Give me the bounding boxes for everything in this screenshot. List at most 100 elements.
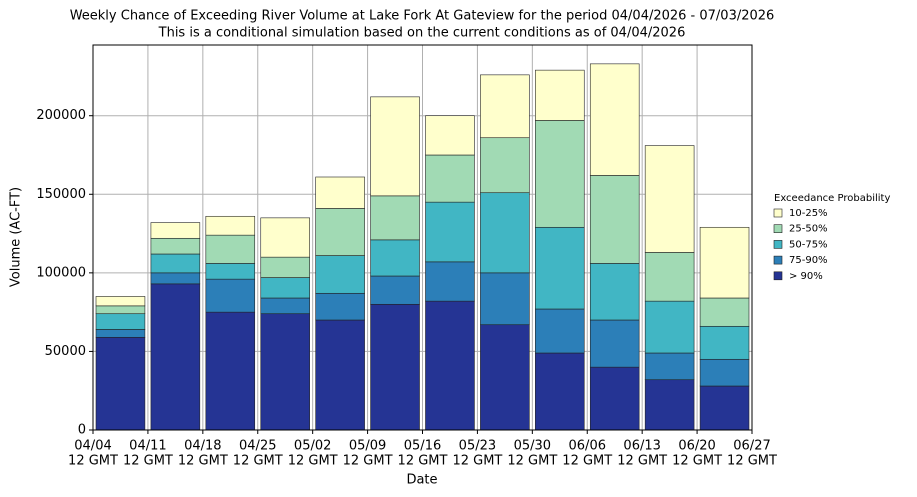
bar-segment: [205, 215, 256, 236]
x-tick-label: 05/30: [514, 439, 551, 454]
bar-segment: [699, 325, 750, 360]
x-tick-label: 12 GMT: [178, 454, 228, 469]
bar-segment: [699, 385, 750, 431]
bar-segment: [699, 226, 750, 299]
bar-segment: [150, 237, 201, 255]
x-tick-label: 12 GMT: [68, 454, 118, 469]
bar-segment: [699, 297, 750, 327]
x-tick-label: 12 GMT: [343, 454, 393, 469]
bar-segment: [95, 329, 146, 338]
bar-segment: [644, 379, 695, 431]
bar-segment: [535, 226, 585, 310]
y-tick-label: 50000: [45, 344, 86, 359]
x-tick-label: 12 GMT: [123, 454, 173, 469]
bar-segment: [95, 305, 146, 315]
bar-segment: [370, 275, 420, 305]
bar-segment: [589, 63, 640, 176]
x-tick-label: 05/23: [459, 439, 496, 454]
x-tick-label: 04/11: [129, 439, 166, 454]
bar-segment: [480, 272, 530, 326]
bar-segment: [425, 154, 475, 203]
bar-segment: [205, 311, 256, 431]
x-tick-label: 12 GMT: [288, 454, 338, 469]
y-tick-label: 100000: [36, 265, 86, 280]
bar-segment: [644, 300, 695, 354]
legend-label: 25-50%: [789, 224, 828, 235]
x-tick-label: 06/13: [623, 439, 660, 454]
legend-swatch: [773, 208, 783, 218]
bar-segment: [315, 292, 365, 321]
legend-swatch: [773, 271, 783, 281]
bar-segment: [260, 256, 310, 278]
plot-frame: [92, 44, 753, 431]
bar-segment: [425, 261, 475, 302]
y-tick-label: 150000: [36, 187, 86, 202]
x-tick-label: 06/06: [569, 439, 606, 454]
bar-segment: [370, 195, 420, 241]
legend-label: 50-75%: [789, 239, 828, 250]
bar-segment: [150, 253, 201, 274]
bar-segment: [425, 115, 475, 156]
x-tick-label: 12 GMT: [398, 454, 448, 469]
x-tick-label: 05/09: [349, 439, 386, 454]
bar-segment: [95, 336, 146, 431]
bar-segment: [699, 358, 750, 387]
bar-segment: [589, 319, 640, 368]
bar-segment: [260, 297, 310, 315]
bar-segment: [480, 192, 530, 274]
bar-segment: [644, 352, 695, 381]
bar-segment: [589, 263, 640, 321]
bar-segment: [535, 69, 585, 121]
bar-segment: [150, 222, 201, 239]
bar-segment: [315, 319, 365, 431]
bar-segment: [480, 137, 530, 194]
bar-segment: [315, 255, 365, 294]
legend-label: > 90%: [789, 271, 823, 282]
x-tick-label: 12 GMT: [507, 454, 557, 469]
bar-segment: [425, 201, 475, 263]
bar-segment: [260, 217, 310, 258]
x-tick-label: 04/04: [74, 439, 111, 454]
x-tick-label: 05/02: [294, 439, 331, 454]
bar-segment: [150, 272, 201, 285]
x-tick-label: 12 GMT: [233, 454, 283, 469]
x-tick-label: 12 GMT: [452, 454, 502, 469]
bar-segment: [589, 175, 640, 264]
bar-segment: [370, 96, 420, 197]
legend-label: 75-90%: [789, 255, 828, 266]
bar-segment: [425, 300, 475, 431]
bar-segment: [150, 283, 201, 431]
bar-segment: [205, 263, 256, 280]
legend-label: 10-25%: [789, 208, 828, 219]
x-tick-label: 05/16: [404, 439, 441, 454]
bar-segment: [205, 278, 256, 313]
bar-segment: [315, 208, 365, 256]
legend-swatch: [773, 224, 783, 233]
bar-segment: [644, 145, 695, 253]
x-tick-label: 12 GMT: [562, 454, 612, 469]
chart-title: Weekly Chance of Exceeding River Volume …: [70, 9, 775, 24]
bar-segment: [95, 313, 146, 330]
bar-segment: [589, 366, 640, 431]
bar-segment: [315, 176, 365, 209]
bar-segment: [205, 234, 256, 264]
x-tick-label: 12 GMT: [672, 454, 722, 469]
bar-segment: [370, 303, 420, 431]
x-tick-label: 04/18: [184, 439, 221, 454]
bar-segment: [480, 74, 530, 139]
y-axis-label: Volume (AC-FT): [9, 187, 24, 287]
x-tick-label: 12 GMT: [617, 454, 667, 469]
bar-segment: [370, 239, 420, 277]
bar-segment: [644, 252, 695, 302]
x-tick-label: 12 GMT: [727, 454, 777, 469]
legend-swatch: [773, 255, 783, 265]
bar-segment: [260, 313, 310, 431]
bar-segment: [535, 308, 585, 354]
bar-segment: [95, 296, 146, 307]
bar-segment: [260, 277, 310, 299]
x-tick-label: 06/27: [733, 439, 770, 454]
y-tick-label: 200000: [36, 108, 86, 123]
legend-swatch: [773, 240, 783, 249]
x-tick-label: 04/25: [239, 439, 276, 454]
